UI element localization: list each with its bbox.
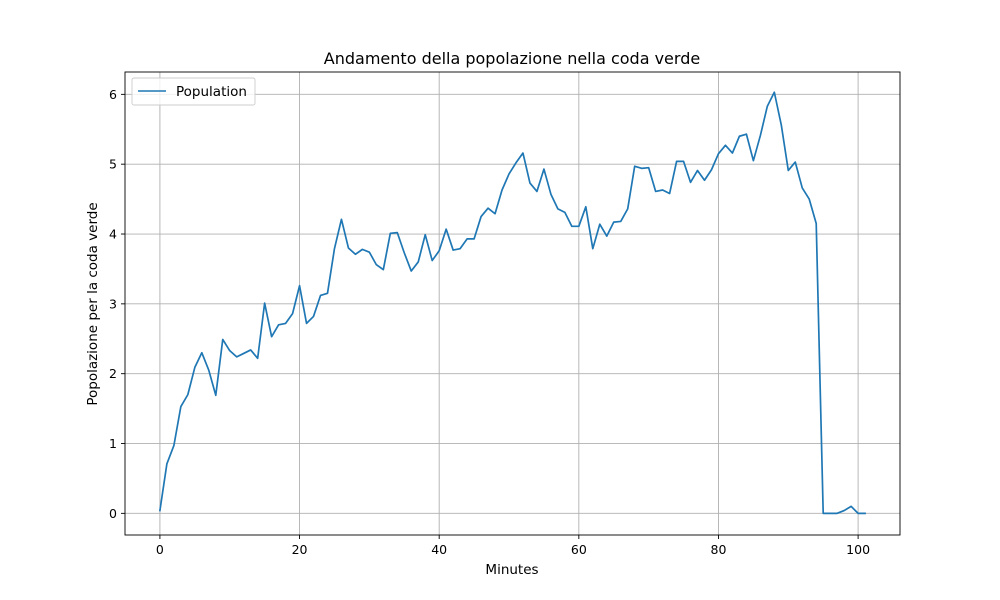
y-tick-label: 6	[109, 87, 117, 102]
legend-label-population: Population	[176, 84, 247, 100]
series-line-population	[158, 91, 866, 515]
x-tick-label: 80	[711, 542, 727, 557]
y-axis: 0 1 2 3 4 5 6	[109, 87, 125, 521]
y-tick-label: 0	[109, 506, 117, 521]
grid	[125, 72, 900, 535]
y-tick-label: 3	[109, 296, 117, 311]
x-tick-label: 40	[431, 542, 447, 557]
y-axis-title: Popolazione per la coda verde	[85, 202, 101, 405]
series-layer	[158, 91, 866, 515]
y-tick-label: 2	[109, 366, 117, 381]
legend-box	[131, 77, 256, 106]
legend: Population	[131, 77, 256, 106]
x-axis: 0 20 40 60 80 100	[156, 535, 870, 557]
x-tick-label: 20	[292, 542, 308, 557]
y-tick-label: 5	[109, 157, 117, 172]
x-tick-label: 0	[156, 542, 164, 557]
x-tick-label: 100	[846, 542, 870, 557]
y-tick-label: 4	[109, 227, 117, 242]
x-tick-label: 60	[571, 542, 587, 557]
chart-title: Andamento della popolazione nella coda v…	[324, 49, 700, 68]
x-axis-title: Minutes	[485, 562, 538, 578]
y-tick-label: 1	[109, 436, 117, 451]
